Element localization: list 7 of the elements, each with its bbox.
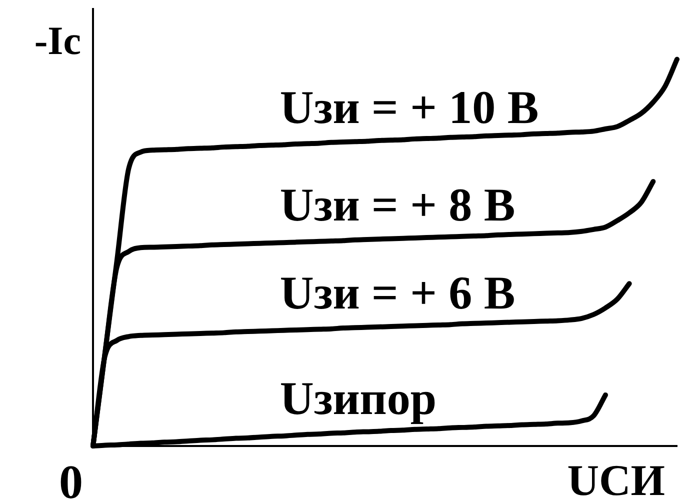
- text: 0: [59, 456, 83, 501]
- y-axis-title: -Ic: [34, 18, 81, 63]
- series-label: Uзи = + 6 В: [280, 267, 516, 320]
- series-label: Uзи = + 10 В: [280, 82, 539, 134]
- series-label: Uзи = + 8 В: [280, 180, 516, 232]
- x-axis-title: UСИ: [567, 456, 665, 501]
- series-label: Uзипор: [280, 373, 437, 426]
